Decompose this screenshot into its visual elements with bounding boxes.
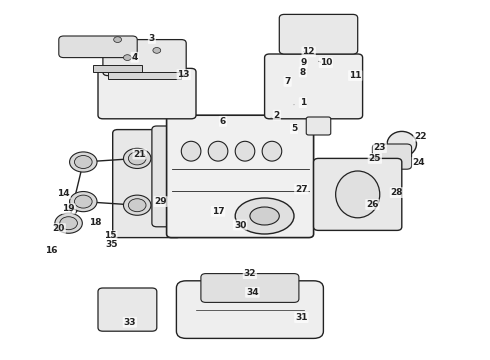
FancyBboxPatch shape bbox=[108, 72, 181, 79]
Text: 21: 21 bbox=[133, 150, 146, 159]
Text: 11: 11 bbox=[349, 71, 362, 80]
Circle shape bbox=[153, 48, 161, 53]
Text: 28: 28 bbox=[391, 188, 403, 197]
Ellipse shape bbox=[387, 131, 416, 157]
Text: 5: 5 bbox=[291, 124, 297, 133]
Text: 1: 1 bbox=[300, 98, 306, 107]
Circle shape bbox=[128, 199, 146, 212]
Text: 16: 16 bbox=[45, 246, 58, 255]
Ellipse shape bbox=[181, 141, 201, 161]
Text: 34: 34 bbox=[246, 288, 259, 297]
FancyBboxPatch shape bbox=[152, 126, 191, 227]
FancyBboxPatch shape bbox=[93, 65, 142, 72]
Text: 18: 18 bbox=[89, 217, 102, 227]
Text: 4: 4 bbox=[131, 53, 138, 62]
Text: 30: 30 bbox=[234, 220, 246, 230]
Text: 27: 27 bbox=[295, 185, 308, 194]
FancyBboxPatch shape bbox=[113, 130, 181, 238]
Circle shape bbox=[74, 195, 92, 208]
Circle shape bbox=[114, 37, 122, 42]
Circle shape bbox=[60, 217, 77, 230]
FancyBboxPatch shape bbox=[98, 68, 196, 119]
Text: 12: 12 bbox=[302, 48, 315, 57]
FancyBboxPatch shape bbox=[59, 36, 137, 58]
FancyBboxPatch shape bbox=[279, 14, 358, 54]
Circle shape bbox=[70, 152, 97, 172]
Text: 20: 20 bbox=[52, 224, 65, 233]
Text: 17: 17 bbox=[212, 207, 224, 216]
Circle shape bbox=[55, 213, 82, 233]
FancyBboxPatch shape bbox=[314, 158, 402, 230]
Ellipse shape bbox=[250, 207, 279, 225]
Text: 7: 7 bbox=[284, 77, 291, 86]
Text: 29: 29 bbox=[154, 197, 167, 206]
Circle shape bbox=[123, 148, 151, 168]
Text: 9: 9 bbox=[300, 58, 307, 67]
Text: 31: 31 bbox=[295, 313, 308, 322]
Ellipse shape bbox=[208, 141, 228, 161]
Text: 14: 14 bbox=[57, 189, 70, 198]
Text: 35: 35 bbox=[105, 240, 118, 249]
Text: 33: 33 bbox=[123, 318, 136, 327]
Text: 3: 3 bbox=[149, 34, 155, 43]
FancyBboxPatch shape bbox=[265, 54, 363, 119]
Text: 19: 19 bbox=[62, 204, 75, 213]
Text: 23: 23 bbox=[373, 143, 386, 152]
Text: 6: 6 bbox=[220, 117, 226, 126]
Text: 32: 32 bbox=[244, 269, 256, 278]
Circle shape bbox=[70, 192, 97, 212]
FancyBboxPatch shape bbox=[176, 281, 323, 338]
Text: 15: 15 bbox=[104, 231, 117, 240]
Ellipse shape bbox=[235, 198, 294, 234]
Text: 8: 8 bbox=[300, 68, 306, 77]
Circle shape bbox=[123, 55, 131, 60]
Ellipse shape bbox=[235, 141, 255, 161]
FancyBboxPatch shape bbox=[306, 117, 331, 135]
FancyBboxPatch shape bbox=[98, 288, 157, 331]
Text: 26: 26 bbox=[366, 200, 379, 209]
FancyBboxPatch shape bbox=[167, 115, 314, 238]
Text: 13: 13 bbox=[177, 70, 190, 79]
Circle shape bbox=[123, 195, 151, 215]
Circle shape bbox=[128, 152, 146, 165]
Text: 24: 24 bbox=[413, 158, 425, 166]
Ellipse shape bbox=[336, 171, 380, 218]
FancyBboxPatch shape bbox=[201, 274, 299, 302]
Text: 22: 22 bbox=[414, 132, 427, 141]
FancyBboxPatch shape bbox=[372, 144, 412, 169]
Ellipse shape bbox=[262, 141, 282, 161]
Circle shape bbox=[74, 156, 92, 168]
Text: 10: 10 bbox=[319, 58, 332, 67]
Text: 25: 25 bbox=[368, 154, 381, 163]
Text: 2: 2 bbox=[274, 111, 280, 120]
FancyBboxPatch shape bbox=[103, 40, 186, 76]
